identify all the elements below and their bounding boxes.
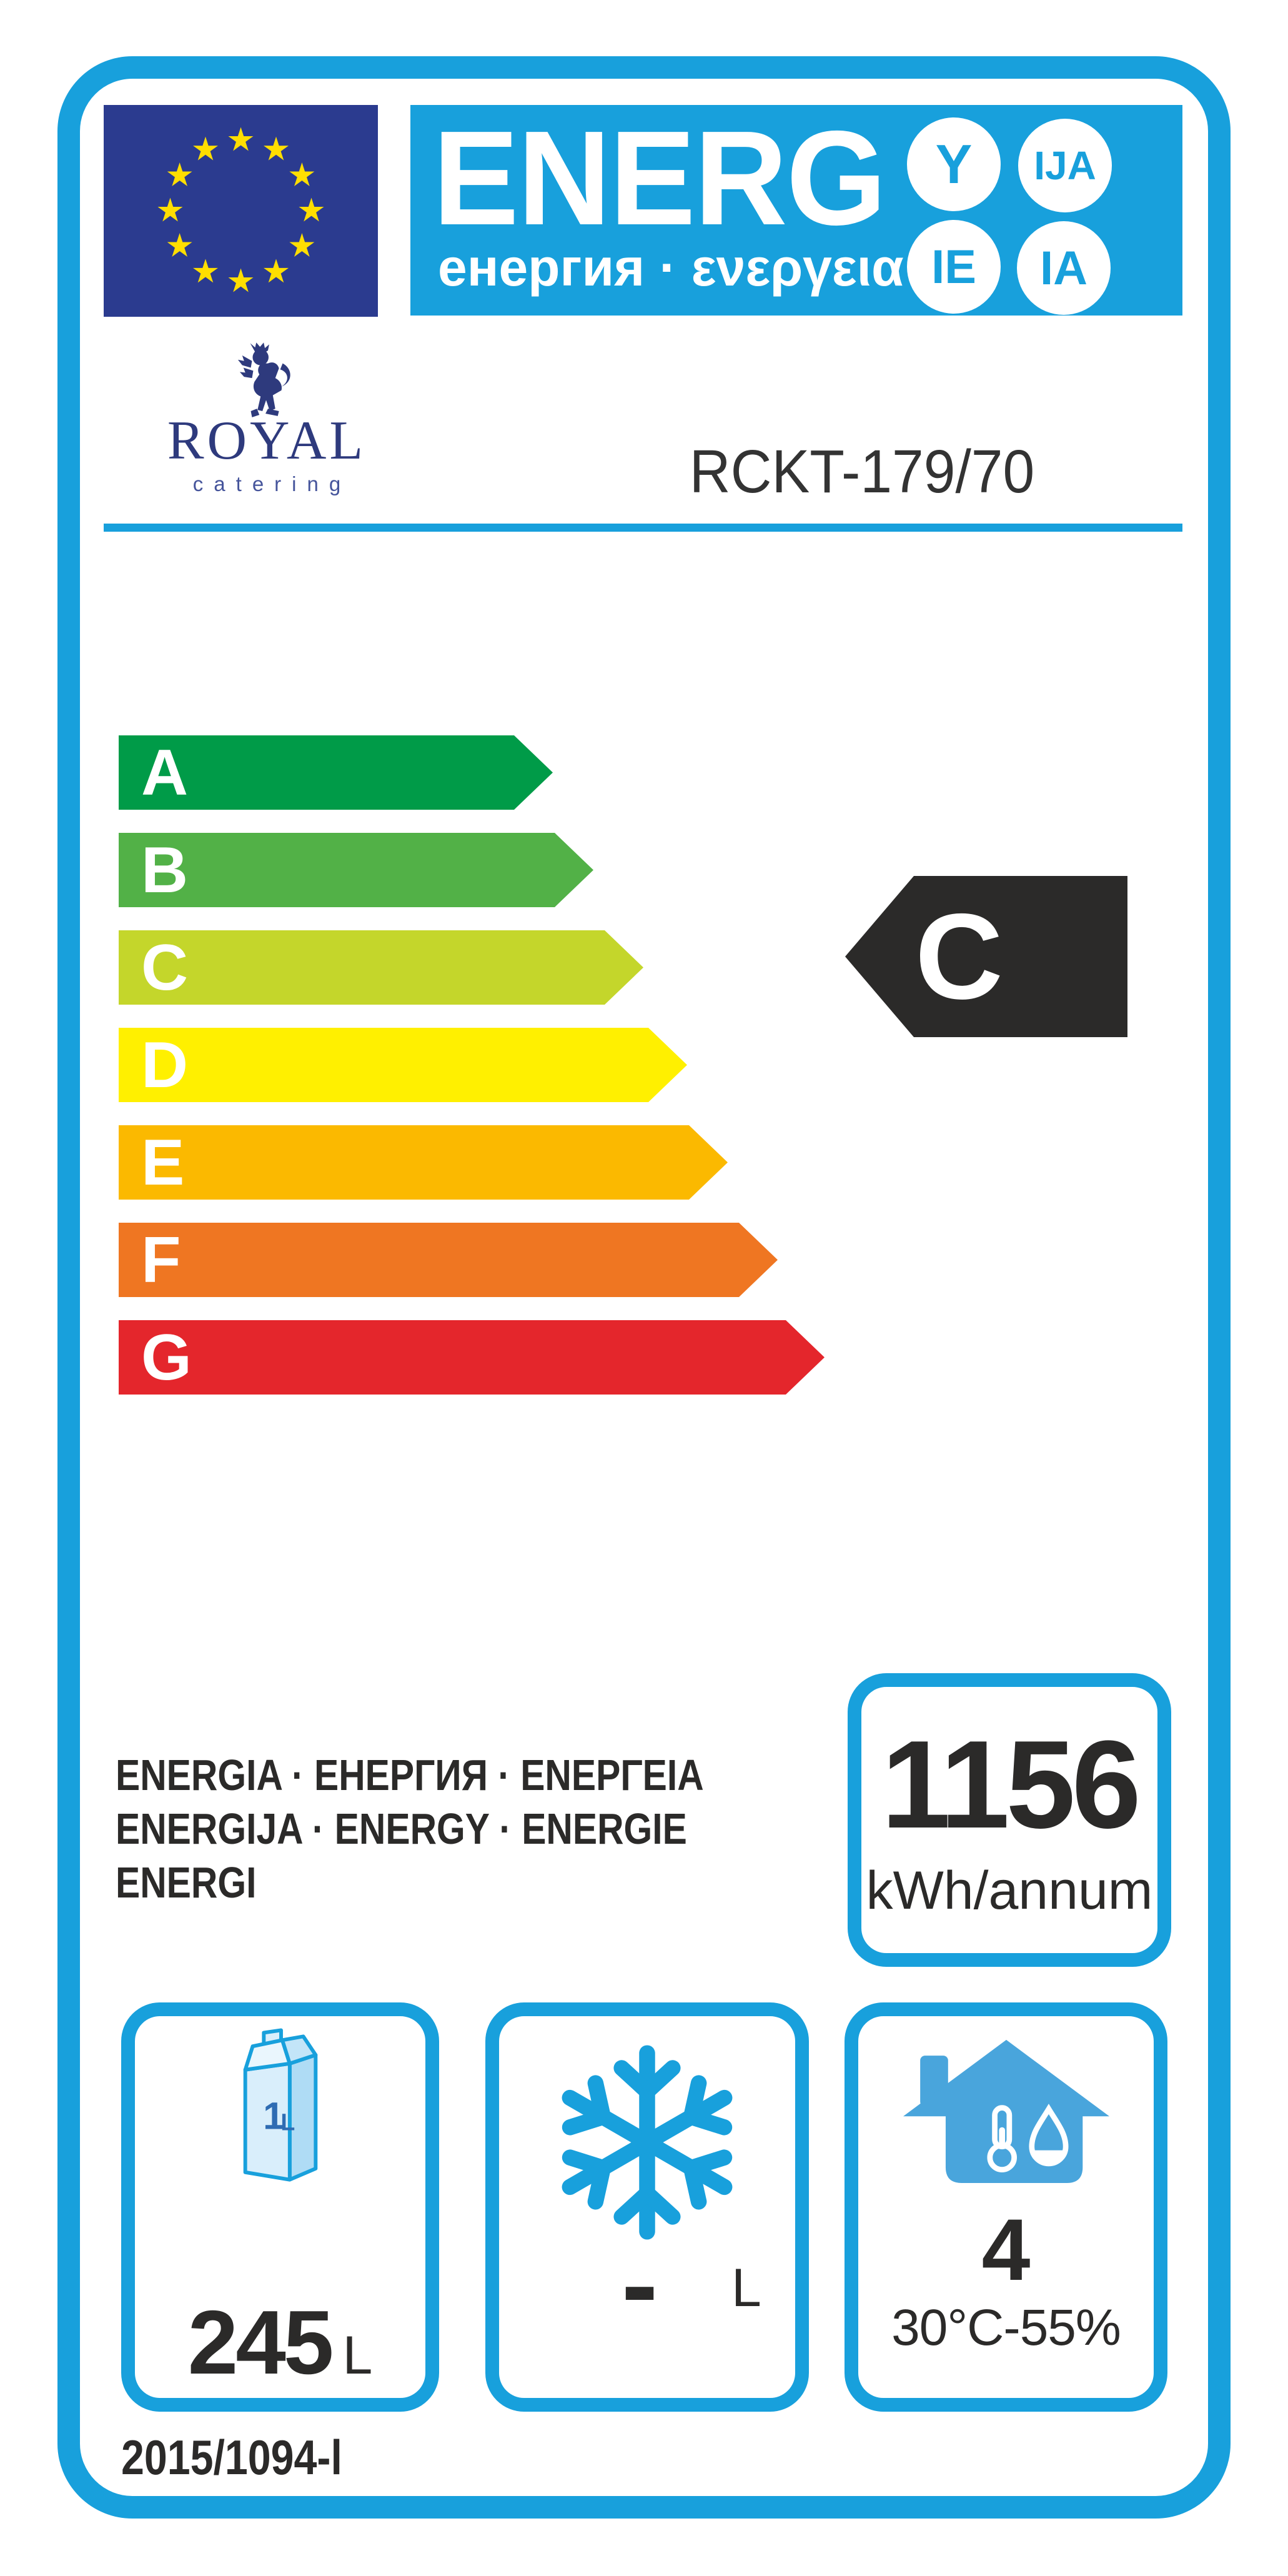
grade-bar-d: D: [119, 1028, 687, 1102]
eu-star: [228, 127, 254, 151]
house-climate-icon: [903, 2039, 1109, 2183]
climate-class-range: 30°C-55%: [891, 2299, 1121, 2356]
grade-bar-f: F: [119, 1223, 778, 1297]
grade-letter: F: [141, 1223, 181, 1296]
energy-words: ENERGIA · ЕНЕРГИЯ · ΕΝΕΡΓΕΙΑ ENERGIJA · …: [116, 1748, 704, 1909]
header-divider: [104, 524, 1182, 532]
energy-words-line2: ENERGIJA · ENERGY · ENERGIE: [116, 1804, 687, 1853]
grade-bar-e: E: [119, 1125, 728, 1200]
grade-bar-c: C: [119, 930, 643, 1005]
chilled-volume-row: 245 L: [135, 2297, 425, 2388]
eu-star: [289, 162, 315, 186]
climate-class-value: 4: [981, 2201, 1031, 2299]
frozen-volume-value: -: [622, 2224, 658, 2345]
current-rating-letter: C: [915, 888, 1003, 1025]
eu-star: [157, 197, 183, 222]
energy-words-line1: ENERGIA · ЕНЕРГИЯ · ΕΝΕΡΓΕΙΑ: [116, 1751, 704, 1799]
language-circle-ia: IA: [1017, 221, 1111, 315]
frozen-volume-box: - L: [485, 2002, 809, 2412]
eu-star: [299, 197, 324, 222]
eu-stars-icon: [157, 127, 324, 292]
current-rating-arrow: C: [845, 876, 1127, 1037]
carton-volume-unit: L: [280, 2109, 295, 2136]
carton-volume-value: 1: [263, 2095, 284, 2137]
brand-name: ROYAL: [167, 410, 367, 471]
eu-star: [193, 259, 218, 283]
model-number: RCKT-179/70: [689, 437, 1035, 505]
milk-carton-icon: 1 L: [243, 2028, 317, 2182]
grade-letter: G: [141, 1321, 192, 1394]
grade-letter: B: [141, 833, 189, 907]
language-circle-ija: IJA: [1018, 119, 1112, 212]
grade-letter: A: [141, 736, 189, 809]
energy-title: ENERG: [433, 102, 886, 253]
language-circle-y: Y: [907, 117, 1001, 211]
eu-star: [289, 233, 315, 257]
chilled-volume-unit: L: [342, 2325, 373, 2385]
chilled-volume-value: 245: [187, 2292, 334, 2393]
eu-star: [264, 136, 289, 161]
eu-star: [167, 233, 192, 257]
lion-icon: [237, 342, 290, 417]
grade-bar-g: G: [119, 1320, 825, 1395]
eu-star: [228, 268, 254, 292]
chilled-volume-box: 1 L 245 L: [121, 2002, 439, 2412]
eu-star: [167, 162, 192, 186]
regulation-number: 2015/1094-l: [121, 2430, 342, 2485]
grade-letter: E: [141, 1126, 185, 1199]
eu-flag: [104, 105, 378, 317]
eu-star: [264, 259, 289, 283]
grade-letter: D: [141, 1028, 189, 1102]
energy-words-line3: ENERGI: [116, 1858, 257, 1907]
label-border: [57, 56, 1231, 2519]
annual-consumption-box: 1156 kWh/annum: [848, 1673, 1171, 1967]
water-drop-icon: [1028, 2104, 1068, 2167]
energy-subtitle: енергия · ενεργεια: [438, 238, 904, 297]
annual-consumption-unit: kWh/annum: [866, 1861, 1153, 1921]
eu-star: [193, 136, 218, 161]
thermometer-icon: [986, 2105, 1017, 2172]
climate-class-box: 4 30°C-55%: [845, 2002, 1167, 2412]
grade-bar-b: B: [119, 833, 593, 907]
annual-consumption-value: 1156: [881, 1715, 1141, 1854]
grade-letter: C: [141, 931, 189, 1004]
snowflake-icon: [562, 2045, 733, 2240]
frozen-volume-unit: L: [731, 2258, 761, 2318]
brand-subtitle: catering: [192, 472, 352, 495]
grade-bar-a: A: [119, 735, 553, 810]
language-circle-ie: IE: [907, 220, 1001, 314]
energy-banner: ENERG енергия · ενεργεια Y IJA IE IA: [410, 105, 1182, 316]
